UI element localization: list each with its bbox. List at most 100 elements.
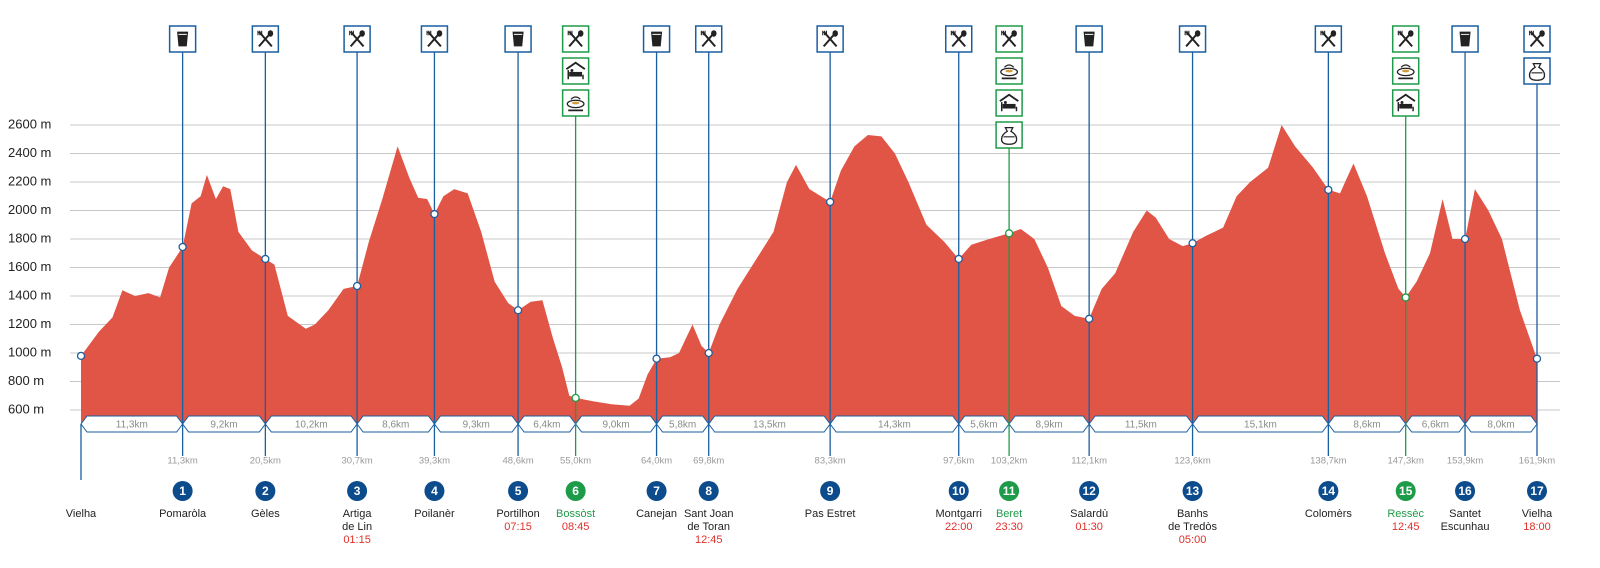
service-icon — [1459, 31, 1472, 47]
waypoint-name: Montgarri — [936, 508, 982, 520]
waypoint-badge — [255, 481, 276, 501]
waypoint-number: 11 — [1003, 484, 1016, 498]
waypoint-number: 16 — [1458, 484, 1472, 498]
waypoint-distance: 11,3km — [167, 456, 198, 467]
waypoint-name: Escunhau — [1441, 521, 1490, 533]
segment-distance: 9,3km — [463, 420, 490, 431]
waypoint-distance: 69,8km — [693, 456, 724, 467]
waypoint-name: Bossòst — [556, 508, 595, 520]
waypoint-marker — [652, 354, 661, 363]
waypoint-name: de Lin — [342, 521, 372, 533]
waypoint-distance: 48,6km — [502, 456, 533, 467]
waypoint-marker — [1532, 354, 1542, 363]
waypoint-badge — [1079, 481, 1100, 501]
segment-distance: 8,0km — [1487, 420, 1514, 431]
waypoint-marker — [1188, 239, 1197, 248]
waypoint-badge — [424, 481, 445, 501]
waypoint-distance: 161,9km — [1519, 456, 1556, 467]
service-icon-box — [168, 25, 197, 53]
waypoint-name: Portilhon — [496, 508, 539, 520]
waypoint-marker — [352, 281, 362, 291]
waypoint-name: Poilanèr — [414, 508, 455, 520]
segment-distance: 6,6km — [1422, 420, 1449, 431]
segment-distance: 6,4km — [533, 420, 560, 431]
waypoint-time: 07:15 — [504, 521, 532, 533]
waypoint-marker — [1401, 293, 1410, 302]
waypoint-badge — [999, 481, 1020, 501]
waypoint-number: 15 — [1399, 484, 1413, 498]
waypoint-marker — [825, 197, 835, 207]
waypoint-time: 18:00 — [1523, 521, 1551, 533]
waypoint-badge — [1527, 481, 1547, 501]
segment-distance: 11,5km — [1125, 420, 1157, 431]
y-tick-label: 1000 m — [8, 344, 51, 359]
service-icon-box — [420, 25, 449, 53]
waypoint-time: 12:45 — [1392, 521, 1420, 533]
waypoint-time: 23:30 — [995, 521, 1023, 533]
waypoint-name: Sant Joan — [684, 508, 734, 520]
waypoint-time: 05:00 — [1179, 534, 1207, 546]
waypoint-name: Colomèrs — [1305, 508, 1353, 520]
y-tick-label: 2000 m — [8, 202, 51, 217]
profile-area — [81, 125, 1537, 425]
segment-distance: 9,0km — [602, 420, 629, 431]
segment-distance: 9,2km — [210, 420, 237, 431]
segment-distance: 8,9km — [1036, 420, 1063, 431]
y-tick-label: 1400 m — [8, 287, 51, 302]
waypoint-number: 3 — [354, 484, 361, 498]
waypoint-number: 9 — [827, 484, 834, 498]
waypoint-marker — [571, 393, 580, 403]
waypoint-badge — [646, 481, 667, 501]
waypoint-distance: 97,6km — [943, 456, 974, 467]
waypoint-marker — [704, 348, 713, 358]
waypoint-number: 6 — [572, 484, 579, 498]
waypoint-badge — [1182, 481, 1203, 501]
waypoint-badge — [820, 481, 841, 501]
waypoint-marker — [76, 351, 86, 361]
waypoint-badge — [347, 481, 368, 501]
waypoint-number: 12 — [1082, 484, 1096, 498]
service-icon-box — [561, 57, 590, 85]
service-icon-box — [1523, 57, 1551, 85]
waypoint-marker — [430, 209, 439, 219]
waypoint-badge — [1395, 481, 1416, 501]
segment-distance: 11,3km — [116, 420, 148, 431]
waypoint-marker — [1004, 229, 1014, 238]
y-tick-label: 800 m — [8, 373, 44, 388]
waypoint-number: 14 — [1322, 484, 1336, 498]
waypoint-name: Pas Estret — [805, 508, 856, 520]
waypoint-name: Ressèc — [1387, 508, 1424, 520]
segment-distance: 5,8km — [669, 420, 696, 431]
waypoint-distance: 103,2km — [991, 456, 1028, 467]
waypoint-number: 8 — [705, 484, 712, 498]
segment-distance: 15,1km — [1244, 420, 1277, 431]
waypoint-number: 17 — [1530, 484, 1544, 498]
waypoint-time: 01:15 — [343, 534, 371, 546]
waypoint-time: 01:30 — [1075, 521, 1103, 533]
overlay: 11,3km 9,2km 10,2km 8,6km 9,3km 6,4km 9,0km 5,8… — [66, 25, 1556, 546]
waypoint-name: Pomaròla — [159, 508, 207, 520]
waypoint-number: 7 — [653, 484, 660, 498]
y-tick-label: 2600 m — [8, 116, 51, 131]
service-icon — [650, 31, 663, 47]
segment-distance: 8,6km — [382, 420, 409, 431]
waypoint-name: Artiga — [343, 508, 373, 520]
waypoint-distance: 123,6km — [1174, 456, 1211, 467]
waypoint-name: Salardù — [1070, 508, 1108, 520]
waypoint-distance: 138,7km — [1310, 456, 1347, 467]
waypoint-marker — [261, 254, 270, 264]
waypoint-marker — [954, 254, 963, 264]
elevation-area — [81, 125, 1537, 425]
waypoint-number: 10 — [952, 484, 966, 498]
segment-distance: 13,5km — [753, 420, 786, 431]
waypoint-badge — [565, 481, 586, 501]
y-tick-label: 2400 m — [8, 145, 51, 160]
waypoint-time: 22:00 — [945, 521, 973, 533]
waypoint-marker — [1324, 185, 1333, 194]
waypoint-name: de Toran — [687, 521, 730, 533]
segment-distance: 8,6km — [1353, 420, 1380, 431]
segment-distance: 14,3km — [878, 420, 911, 431]
segment-distance: 10,2km — [295, 420, 328, 431]
waypoint-number: 2 — [262, 484, 269, 498]
